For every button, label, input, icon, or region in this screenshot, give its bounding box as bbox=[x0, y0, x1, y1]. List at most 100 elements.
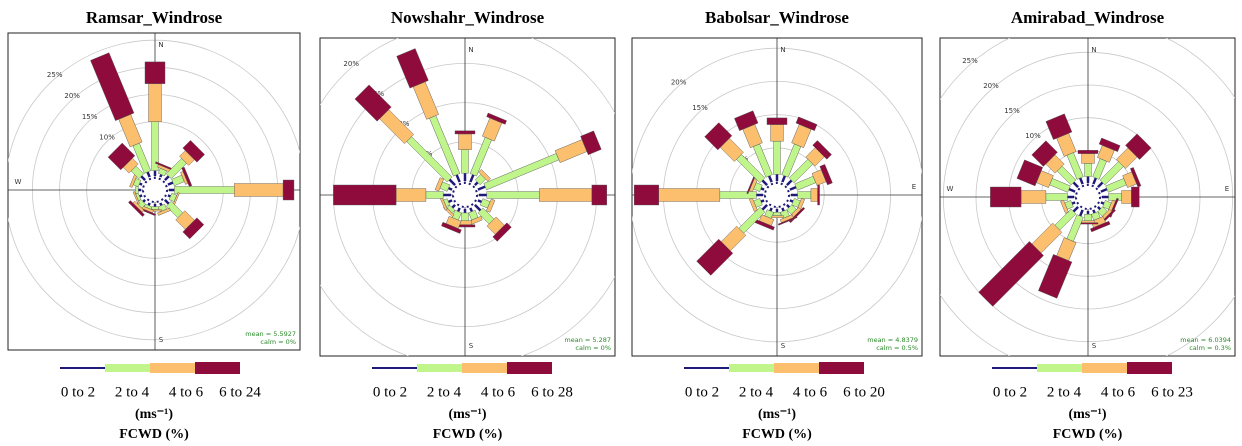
wind-segment bbox=[775, 174, 779, 181]
wind-segment bbox=[734, 110, 759, 131]
wind-segment bbox=[749, 197, 758, 212]
r-tick-label: 15% bbox=[692, 104, 708, 112]
wind-segment bbox=[333, 184, 397, 206]
legend-label: 6 to 28 bbox=[531, 384, 573, 400]
compass-label: N bbox=[158, 41, 163, 49]
wind-segment bbox=[486, 112, 507, 125]
wind-segment bbox=[797, 191, 812, 199]
legend-label: 0 to 2 bbox=[373, 384, 407, 400]
windrose-panel: Amirabad_Windrose5%10%15%20%25%NESWmean … bbox=[939, 8, 1236, 442]
mean-label: mean = 5.287 bbox=[564, 336, 611, 344]
wind-segment bbox=[461, 149, 469, 174]
wind-segment bbox=[1090, 220, 1111, 233]
calm-label: calm = 0% bbox=[575, 344, 611, 352]
wind-segment bbox=[469, 207, 474, 213]
units-label: (ms⁻¹) bbox=[1068, 407, 1106, 422]
wind-segment bbox=[1072, 181, 1079, 188]
wind-segment bbox=[781, 207, 785, 212]
wind-segment bbox=[107, 142, 136, 171]
chart-title: Amirabad_Windrose bbox=[1011, 8, 1165, 27]
wind-segment bbox=[455, 174, 461, 183]
wind-segment bbox=[181, 166, 193, 187]
wind-segment bbox=[486, 191, 540, 199]
calm-label: calm = 0.3% bbox=[1189, 344, 1231, 352]
wind-segment bbox=[719, 191, 757, 199]
wind-segment bbox=[1092, 209, 1096, 214]
wind-segment bbox=[790, 193, 798, 197]
wind-segment bbox=[1016, 159, 1043, 187]
legend-label: 6 to 20 bbox=[843, 384, 885, 400]
wind-segment bbox=[144, 61, 166, 84]
wind-segment bbox=[456, 207, 461, 213]
r-tick-label: 15% bbox=[1004, 107, 1020, 115]
wind-segment bbox=[492, 222, 512, 242]
legend-swatch bbox=[819, 362, 864, 374]
wind-segment bbox=[1121, 190, 1132, 204]
legend-label: 4 to 6 bbox=[481, 384, 516, 400]
compass-label: S bbox=[1092, 342, 1097, 350]
wind-segment bbox=[447, 186, 453, 191]
wind-segment bbox=[1045, 113, 1073, 140]
wind-segment bbox=[1078, 209, 1084, 217]
wind-segment bbox=[769, 207, 773, 212]
wind-segment bbox=[146, 171, 151, 178]
wind-segment bbox=[756, 193, 764, 197]
legend-label: 0 to 2 bbox=[993, 384, 1027, 400]
wind-segment bbox=[760, 187, 765, 191]
legend-swatch bbox=[372, 367, 417, 369]
compass-label: E bbox=[912, 183, 916, 191]
wind-segment bbox=[773, 140, 781, 175]
compass-label: N bbox=[1091, 46, 1096, 54]
calm-label: calm = 0% bbox=[260, 338, 296, 346]
value-label: FCWD (%) bbox=[119, 427, 189, 442]
wind-segment bbox=[443, 193, 451, 197]
r-tick-label: 20% bbox=[343, 60, 359, 68]
value-label: FCWD (%) bbox=[742, 427, 812, 442]
wind-segment bbox=[174, 186, 235, 194]
legend-label: 4 to 6 bbox=[1101, 384, 1136, 400]
legend-label: 2 to 4 bbox=[739, 384, 774, 400]
wind-segment bbox=[477, 199, 483, 204]
wind-segment bbox=[1092, 177, 1098, 185]
wind-segment bbox=[153, 170, 157, 176]
wind-segment bbox=[633, 184, 659, 206]
wind-segment bbox=[157, 207, 171, 216]
legend-swatch bbox=[1037, 364, 1082, 372]
wind-segment bbox=[168, 188, 175, 192]
legend-swatch bbox=[1082, 363, 1127, 373]
legend-swatch bbox=[507, 362, 552, 374]
wind-segment bbox=[434, 177, 444, 192]
wind-segment bbox=[704, 122, 733, 151]
wind-segment bbox=[1097, 181, 1104, 188]
legend-label: 4 to 6 bbox=[793, 384, 828, 400]
wind-segment bbox=[90, 52, 135, 121]
wind-segment bbox=[781, 175, 787, 183]
wind-segment bbox=[1077, 150, 1099, 154]
plot-area: 5%10%15%20%NES bbox=[632, 38, 922, 356]
wind-segment bbox=[1072, 206, 1079, 213]
wind-segment bbox=[441, 221, 462, 234]
wind-segment bbox=[786, 204, 791, 209]
wind-segment bbox=[1060, 199, 1069, 214]
legend-label: 2 to 4 bbox=[115, 384, 150, 400]
wind-segment bbox=[789, 199, 794, 203]
chart-title: Nowshahr_Windrose bbox=[391, 8, 545, 27]
r-tick-label: 10% bbox=[1025, 132, 1041, 140]
wind-segment bbox=[182, 140, 205, 163]
compass-label: S bbox=[781, 342, 786, 350]
units-label: (ms⁻¹) bbox=[448, 407, 486, 422]
wind-segment bbox=[1081, 153, 1095, 164]
legend-swatch bbox=[150, 363, 195, 373]
wind-segment bbox=[128, 200, 145, 217]
wind-segment bbox=[1081, 220, 1095, 223]
wind-segment bbox=[447, 199, 453, 204]
wind-segment bbox=[354, 84, 392, 122]
legend-swatch bbox=[417, 364, 462, 372]
legend-swatch bbox=[774, 363, 819, 373]
wind-segment bbox=[770, 124, 784, 142]
wind-segment bbox=[775, 209, 779, 213]
wind-segment bbox=[795, 116, 818, 131]
wind-segment bbox=[1084, 214, 1092, 221]
